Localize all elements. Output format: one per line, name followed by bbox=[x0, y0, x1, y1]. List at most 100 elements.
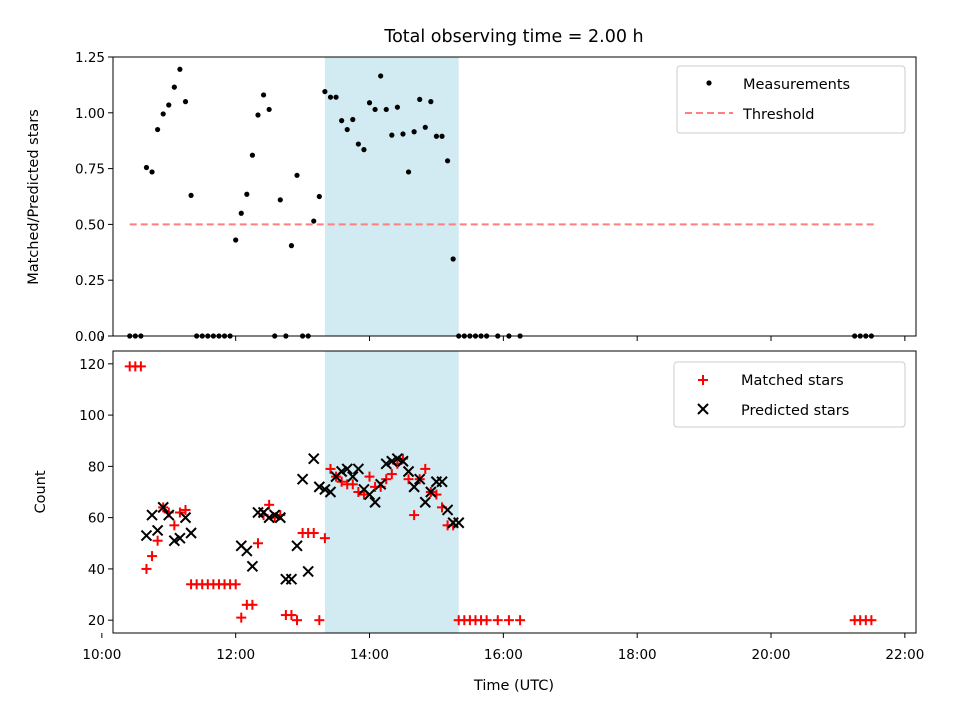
matched-star-marker bbox=[347, 479, 358, 490]
top-panel: 0.00 0.25 0.50 0.75 1.00 1.25 Matched/Predict… bbox=[26, 50, 917, 345]
y-tick-label: 120 bbox=[79, 357, 105, 373]
predicted-star-marker bbox=[441, 504, 454, 516]
predicted-star-marker bbox=[280, 573, 292, 585]
predicted-star-marker bbox=[347, 470, 359, 483]
matched-star-marker bbox=[141, 563, 152, 574]
bottom-legend-box bbox=[673, 361, 906, 428]
predicted-star-marker bbox=[413, 473, 426, 485]
measurement-point bbox=[311, 218, 317, 224]
measurement-point bbox=[344, 126, 350, 133]
predicted-star-marker bbox=[252, 506, 264, 519]
x-tick-label: 22:00 bbox=[885, 647, 924, 663]
measurement-point bbox=[155, 126, 161, 133]
y-tick-label: 100 bbox=[79, 408, 105, 424]
matched-star-marker bbox=[386, 469, 397, 480]
predicted-star-marker bbox=[179, 511, 192, 524]
predicted-star-marker bbox=[185, 527, 197, 539]
x-tick-label: 18:00 bbox=[618, 647, 657, 663]
x-tick-label: 14:00 bbox=[350, 647, 389, 663]
top-y-ticks: 0.00 0.25 0.50 0.75 1.00 1.25 bbox=[75, 50, 113, 345]
x-tick-label: 20:00 bbox=[752, 647, 791, 663]
measurement-point bbox=[378, 73, 384, 79]
y-tick-label: 0.25 bbox=[75, 273, 105, 289]
predicted-star-marker bbox=[391, 452, 404, 465]
predicted-star-marker bbox=[296, 473, 309, 485]
predicted-star-marker bbox=[163, 509, 175, 521]
measurement-point bbox=[383, 106, 389, 113]
measurement-point bbox=[182, 99, 189, 105]
measurement-point bbox=[450, 256, 456, 262]
measurement-point bbox=[255, 112, 261, 118]
matched-star-marker bbox=[292, 615, 303, 626]
y-tick-label: 60 bbox=[88, 511, 105, 527]
predicted-star-marker bbox=[246, 560, 259, 573]
legend-threshold-label: Threshold bbox=[742, 107, 814, 123]
predicted-star-marker bbox=[146, 509, 158, 521]
x-tick-label: 12:00 bbox=[216, 647, 255, 663]
predicted-star-marker bbox=[151, 524, 164, 537]
predicted-star-marker bbox=[174, 532, 186, 544]
matched-star-marker bbox=[409, 510, 420, 521]
measurement-point bbox=[355, 141, 361, 147]
matched-star-marker bbox=[180, 504, 191, 515]
measurement-point bbox=[394, 104, 400, 110]
y-tick-label: 0.50 bbox=[75, 217, 105, 233]
predicted-star-marker bbox=[140, 529, 153, 542]
bottom-legend: Matched stars Predicted stars bbox=[673, 361, 906, 428]
x-tick-label: 10:00 bbox=[82, 647, 121, 663]
measurement-point bbox=[188, 192, 194, 198]
predicted-star-marker bbox=[425, 486, 437, 498]
measurement-point bbox=[171, 84, 177, 90]
matched-star-marker bbox=[147, 551, 158, 562]
chart-title: Total observing time = 2.00 h bbox=[383, 27, 643, 47]
legend-matched-label: Matched stars bbox=[741, 373, 844, 389]
matched-star-marker bbox=[492, 615, 503, 626]
predicted-star-marker bbox=[291, 540, 303, 552]
measurement-point bbox=[266, 106, 272, 113]
measurement-point bbox=[327, 94, 334, 100]
matched-star-marker bbox=[152, 535, 163, 546]
top-y-axis-label: Matched/Predicted stars bbox=[26, 109, 42, 285]
y-tick-label: 80 bbox=[88, 459, 105, 475]
measurement-point bbox=[405, 169, 412, 175]
measurement-point bbox=[177, 66, 183, 72]
measurement-point bbox=[439, 133, 445, 139]
matched-star-marker bbox=[319, 533, 330, 544]
predicted-star-marker bbox=[453, 517, 465, 529]
predicted-star-marker bbox=[419, 496, 431, 508]
bottom-panel: 20 40 60 80 100 120 10:00 12:00 14:00 16:00 18:00… bbox=[33, 350, 924, 694]
measurement-point bbox=[350, 116, 356, 123]
predicted-star-marker bbox=[374, 478, 387, 491]
measurement-point bbox=[322, 88, 328, 95]
measurement-point bbox=[333, 94, 339, 100]
matched-star-marker bbox=[247, 599, 258, 610]
matched-star-marker bbox=[866, 615, 877, 626]
x-tick-label: 16:00 bbox=[484, 647, 523, 663]
measurement-point bbox=[294, 172, 300, 178]
measurement-point bbox=[238, 210, 244, 216]
measurement-point bbox=[422, 124, 428, 130]
measurement-point bbox=[233, 237, 239, 243]
y-tick-label: 0.75 bbox=[75, 162, 105, 178]
measurement-point bbox=[366, 100, 373, 106]
predicted-star-marker bbox=[380, 458, 392, 470]
matched-star-marker bbox=[230, 579, 241, 590]
measurement-point bbox=[316, 193, 322, 200]
predicted-star-marker bbox=[386, 455, 398, 467]
top-panel-frame bbox=[112, 56, 917, 337]
legend-matched-marker bbox=[698, 375, 708, 385]
predicted-star-marker bbox=[274, 511, 286, 524]
predicted-star-marker bbox=[408, 481, 420, 493]
y-tick-label: 40 bbox=[88, 562, 105, 578]
measurement-point bbox=[143, 164, 150, 171]
matched-star-marker bbox=[308, 528, 319, 539]
measurement-point bbox=[339, 118, 345, 124]
y-tick-label: 1.25 bbox=[75, 50, 105, 66]
matched-star-marker bbox=[381, 474, 392, 485]
bottom-y-axis-label: Count bbox=[33, 470, 49, 513]
predicted-star-marker bbox=[319, 483, 331, 496]
predicted-star-marker bbox=[324, 486, 337, 498]
top-legend: Measurements Threshold bbox=[676, 65, 906, 134]
predicted-star-marker bbox=[352, 463, 365, 475]
